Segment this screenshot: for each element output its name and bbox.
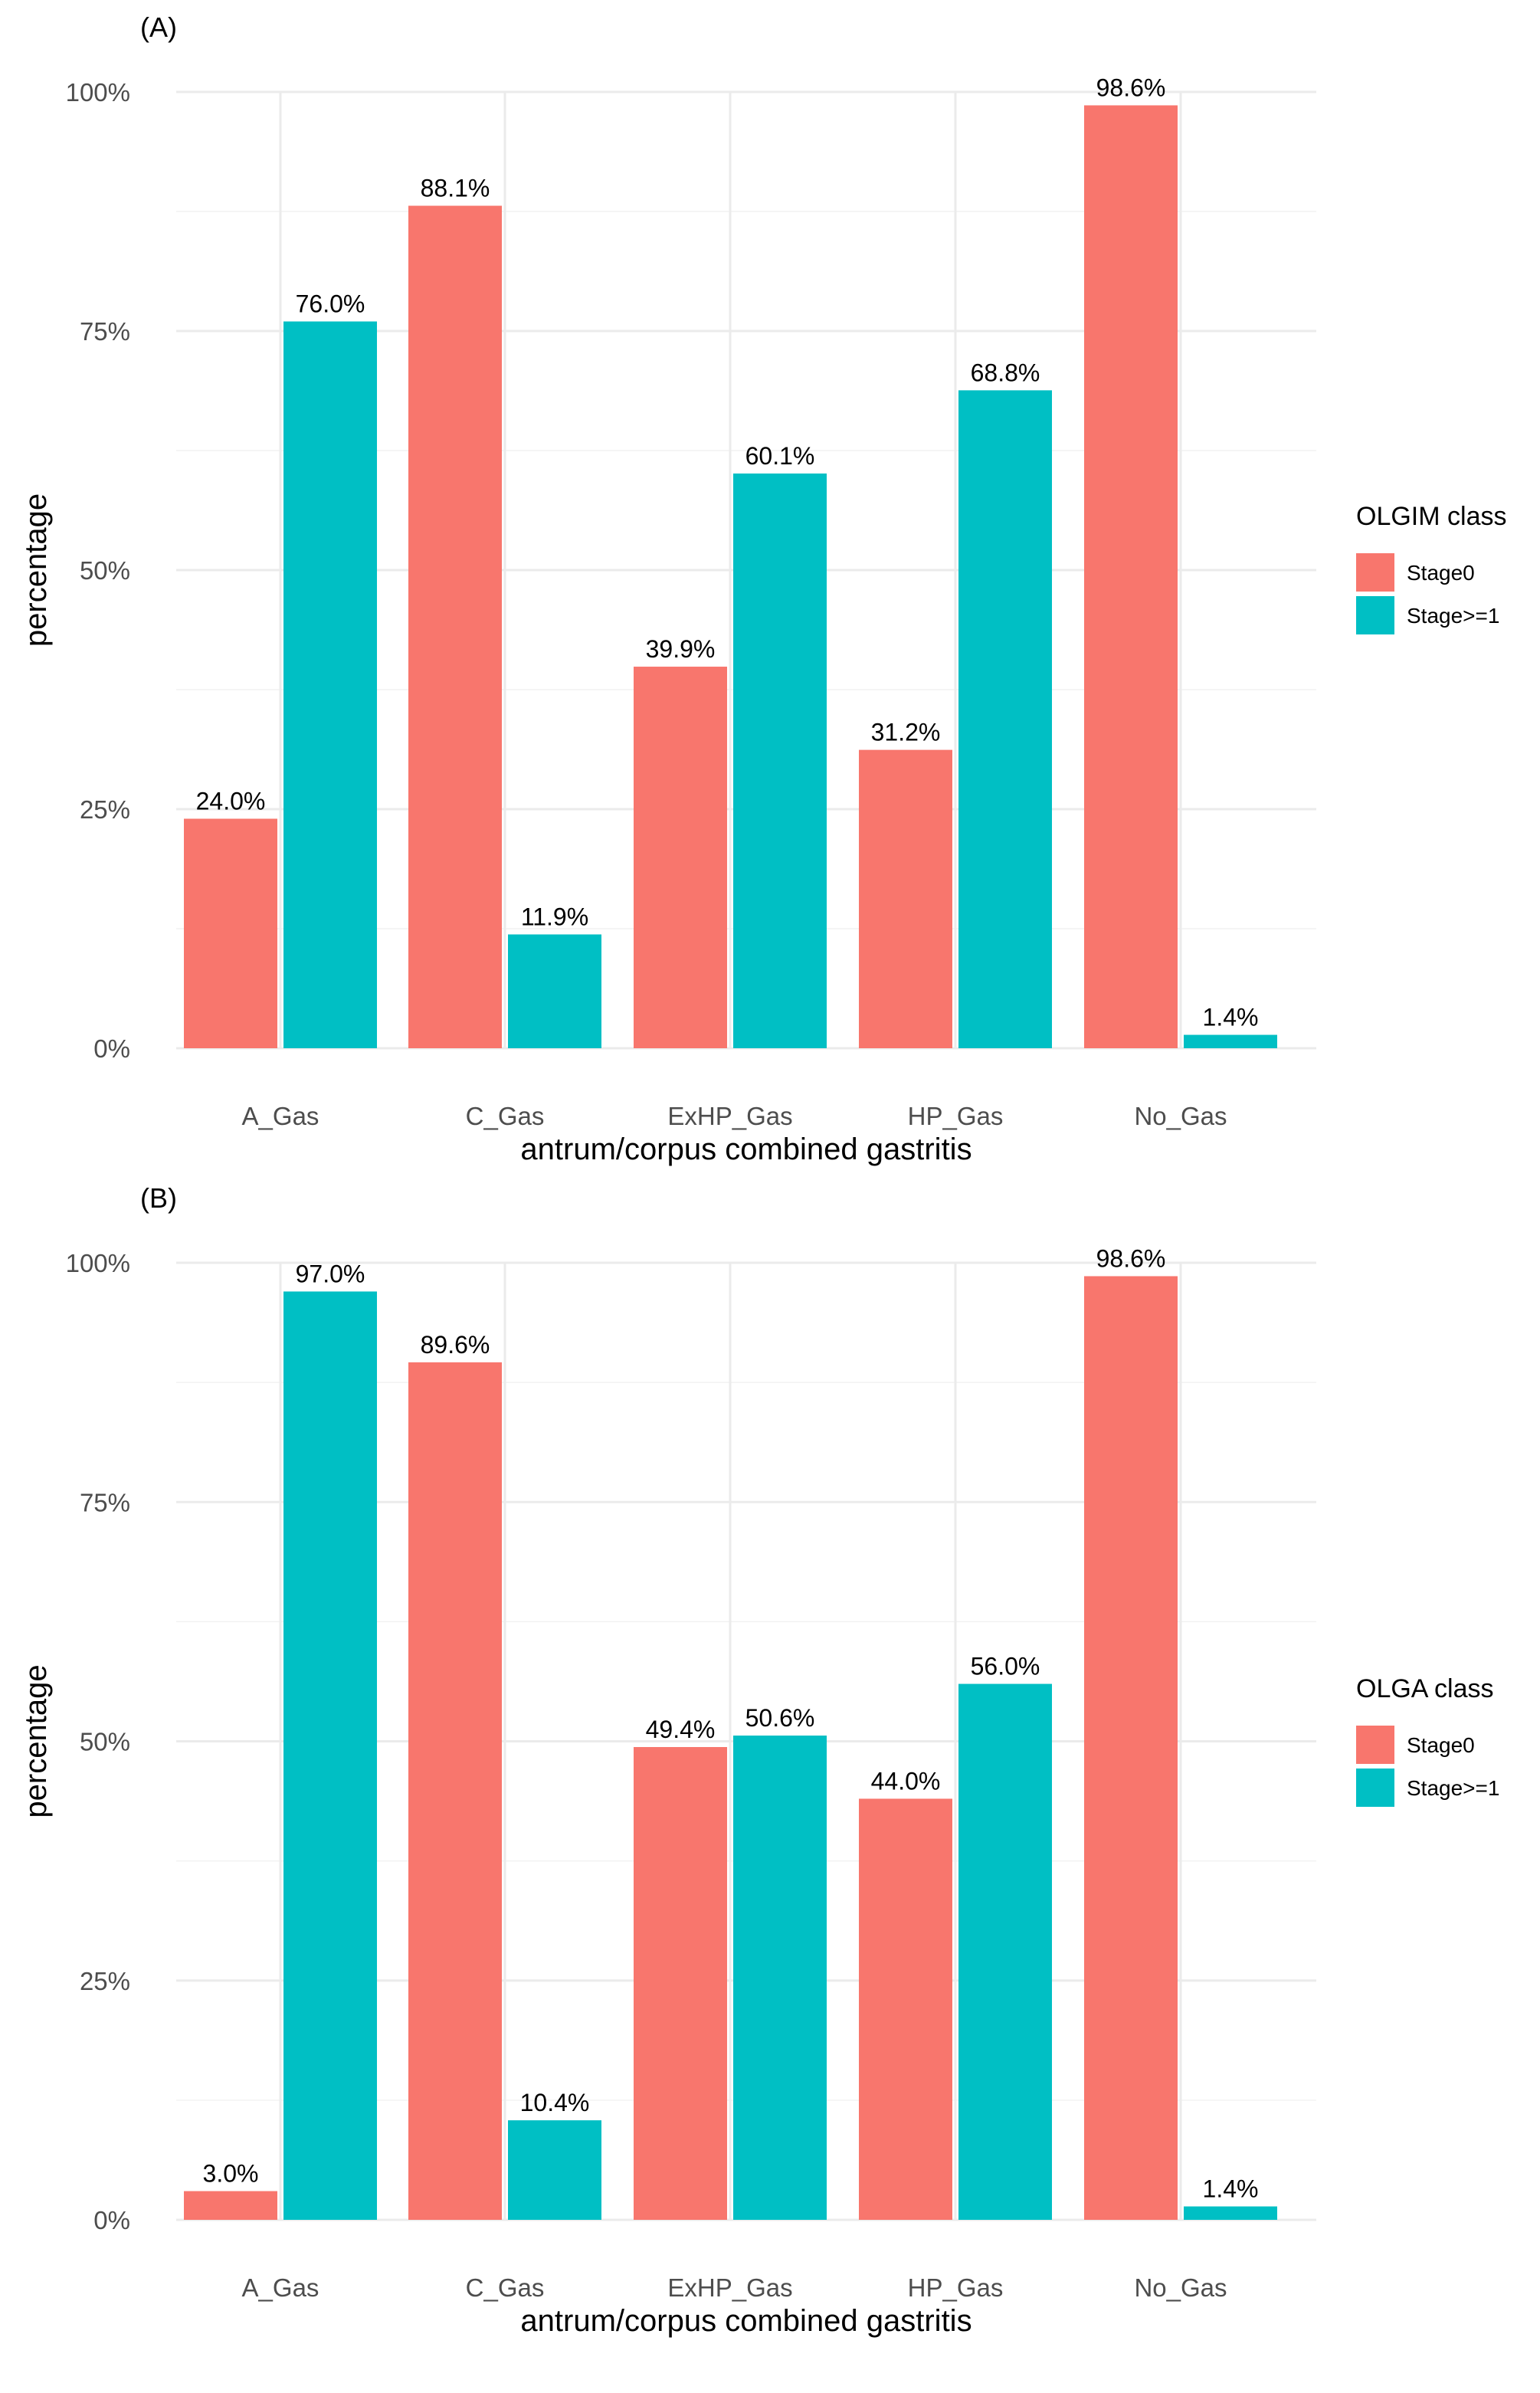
x-tick-label: No_Gas [1134,2273,1227,2302]
legend: OLGIM class Stage0 Stage>=1 [1356,502,1506,634]
bar-no-gas-stage0 [1084,1276,1178,2220]
legend-label: Stage0 [1407,561,1475,585]
bar-a-gas-stage0 [184,2191,277,2220]
bar-value-label: 39.9% [646,635,716,663]
bar-value-label: 49.4% [646,1716,716,1743]
bar-hp-gas-stage0 [859,749,952,1048]
legend: OLGA class Stage0 Stage>=1 [1356,1674,1499,1807]
y-tick-label: 75% [80,317,130,346]
bar-hp-gas-stage0 [859,1798,952,2220]
bar-value-label: 44.0% [871,1767,941,1795]
bar-a-gas-stage1plus [283,1291,377,2220]
bar-value-label: 24.0% [196,787,266,815]
y-axis-title: percentage [19,1664,53,1818]
bar-value-label: 68.8% [971,359,1040,386]
bar-value-label: 10.4% [520,2089,590,2116]
y-tick-label: 75% [80,1488,130,1516]
panel-label: (A) [140,11,177,43]
bar-value-label: 1.4% [1203,1004,1259,1031]
x-tick-label: HP_Gas [908,1102,1004,1130]
bar-exhp-gas-stage1plus [733,1736,827,2220]
x-tick-label: No_Gas [1134,1102,1227,1130]
bar-exhp-gas-stage0 [634,667,727,1048]
y-tick-label: 50% [80,556,130,585]
legend-label: Stage>=1 [1407,1776,1499,1800]
bar-no-gas-stage1plus [1184,2206,1277,2220]
legend-label: Stage>=1 [1407,604,1499,628]
bar-no-gas-stage0 [1084,105,1178,1048]
bar-exhp-gas-stage0 [634,1746,727,2220]
panel-b: (B) 0% 25% 50% 75% 100% 3.0% 89.6% 49.4% 44.0% 98.… [19,1182,1499,2338]
y-tick-label: 100% [66,78,130,107]
x-tick-label: C_Gas [466,2273,545,2302]
bar-value-label: 88.1% [421,175,490,202]
bar-c-gas-stage1plus [508,2120,601,2220]
x-tick-label: A_Gas [242,2273,319,2302]
bar-value-label: 98.6% [1096,1244,1166,1272]
x-tick-label: ExHP_Gas [667,2273,792,2302]
y-tick-label: 0% [93,1034,130,1063]
bar-a-gas-stage1plus [283,321,377,1048]
bar-value-label: 89.6% [421,1331,490,1359]
y-tick-label: 50% [80,1728,130,1756]
bar-value-label: 31.2% [871,719,941,746]
bar-hp-gas-stage1plus [958,390,1052,1049]
bar-exhp-gas-stage1plus [733,473,827,1048]
bar-c-gas-stage1plus [508,934,601,1048]
bar-value-label: 1.4% [1203,2175,1259,2203]
x-axis-title: antrum/corpus combined gastritis [520,2304,972,2338]
bar-value-label: 76.0% [296,290,365,318]
bar-no-gas-stage1plus [1184,1034,1277,1048]
legend-key-stage1plus [1356,596,1394,634]
legend-title: OLGA class [1356,1674,1494,1703]
bar-value-label: 97.0% [296,1260,365,1287]
y-tick-label: 25% [80,795,130,824]
legend-key-stage1plus [1356,1769,1394,1807]
bar-value-label: 60.1% [745,442,815,470]
legend-label: Stage0 [1407,1733,1475,1757]
panel-a: (A) 0% 25% 50% 75% 100% 24.0% 88.1% 39.9% 31.2% 98… [19,11,1506,1166]
legend-key-stage0 [1356,1726,1394,1764]
x-axis-title: antrum/corpus combined gastritis [520,1133,972,1166]
x-tick-label: ExHP_Gas [667,1102,792,1130]
bar-c-gas-stage0 [408,205,502,1049]
bar-value-label: 98.6% [1096,74,1166,101]
y-axis-title: percentage [19,493,53,647]
bar-a-gas-stage0 [184,818,277,1048]
panel-label: (B) [140,1182,177,1214]
y-tick-label: 25% [80,1967,130,1995]
bar-value-label: 50.6% [745,1704,815,1732]
x-tick-label: A_Gas [242,1102,319,1130]
x-tick-label: C_Gas [466,1102,545,1130]
bar-value-label: 56.0% [971,1653,1040,1680]
legend-key-stage0 [1356,553,1394,592]
y-tick-label: 100% [66,1249,130,1277]
bar-value-label: 3.0% [203,2160,259,2188]
y-tick-label: 0% [93,2206,130,2234]
legend-title: OLGIM class [1356,502,1506,531]
x-tick-label: HP_Gas [908,2273,1004,2302]
bar-c-gas-stage0 [408,1362,502,2220]
bar-hp-gas-stage1plus [958,1683,1052,2220]
bar-value-label: 11.9% [521,903,588,930]
